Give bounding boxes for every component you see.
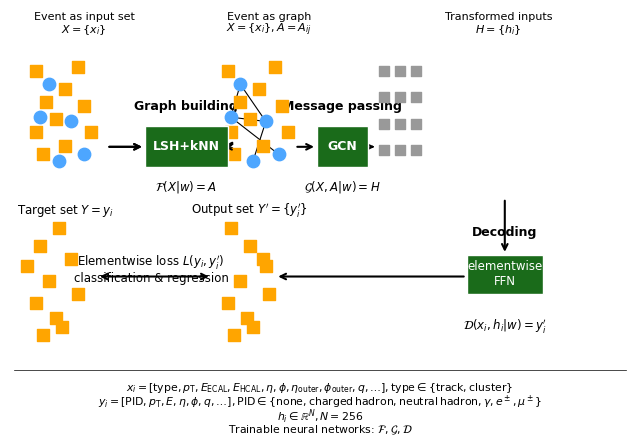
Point [67,256,77,263]
Point [60,85,70,92]
Text: Output set $Y' = \{y_i'\}$: Output set $Y' = \{y_i'\}$ [191,202,308,220]
Point [73,63,83,70]
Point [44,277,54,284]
Point [41,98,51,105]
Point [54,157,64,164]
Text: $y_i = [\mathrm{PID}, p_\mathrm{T}, E, \eta, \phi, q, \ldots], \mathrm{PID} \in : $y_i = [\mathrm{PID}, p_\mathrm{T}, E, \… [98,394,542,411]
Point [22,262,32,269]
Point [236,81,246,88]
Point [264,290,274,297]
Point [379,94,389,101]
Text: Message passing: Message passing [282,100,403,113]
Point [31,299,42,306]
Text: LSH+kNN: LSH+kNN [153,140,220,153]
Point [51,315,61,322]
Point [394,120,404,127]
Point [51,116,61,123]
Point [35,114,45,121]
Text: Elementwise loss $L(y_i, y_i')$: Elementwise loss $L(y_i, y_i')$ [77,254,225,272]
FancyBboxPatch shape [467,255,543,294]
Point [394,68,404,75]
Point [38,151,48,158]
Point [73,290,83,297]
Point [270,63,280,70]
Point [283,129,293,136]
Point [57,323,67,330]
Text: $\mathcal{G}(X, A|w) = H$: $\mathcal{G}(X, A|w) = H$ [304,179,381,195]
Point [244,242,255,249]
Text: Target set $Y = y_i$: Target set $Y = y_i$ [17,203,113,219]
Text: Event as input set: Event as input set [34,12,134,22]
Text: elementwise
FFN: elementwise FFN [467,260,543,288]
Point [394,147,404,154]
Point [60,142,70,149]
Point [229,332,239,339]
Point [273,151,284,158]
Text: Decoding: Decoding [472,226,538,239]
Point [248,157,258,164]
Text: $X = \{x_i\}, A = A_{ij}$: $X = \{x_i\}, A = A_{ij}$ [226,22,312,38]
Point [38,332,48,339]
Text: Graph building: Graph building [134,100,238,113]
Point [260,118,271,125]
Point [257,256,268,263]
Point [44,81,54,88]
Point [244,116,255,123]
Point [31,68,42,75]
Point [86,129,96,136]
Point [226,129,236,136]
Text: GCN: GCN [328,140,357,153]
Point [31,129,42,136]
Point [236,277,246,284]
Text: $x_i = [\mathrm{type}, p_\mathrm{T}, E_\mathrm{ECAL}, E_\mathrm{HCAL}, \eta, \ph: $x_i = [\mathrm{type}, p_\mathrm{T}, E_\… [127,381,513,395]
Point [79,103,90,110]
Text: $H = \{h_i\}$: $H = \{h_i\}$ [476,23,522,37]
Point [226,225,236,232]
Text: Trainable neural networks: $\mathcal{F}, \mathcal{G}, \mathcal{D}$: Trainable neural networks: $\mathcal{F},… [228,424,412,437]
Point [379,120,389,127]
Text: classification & regression: classification & regression [74,272,228,285]
Point [379,147,389,154]
Point [394,94,404,101]
Point [248,323,258,330]
Text: Transformed inputs: Transformed inputs [445,12,552,22]
Point [379,68,389,75]
Point [410,68,420,75]
Point [260,262,271,269]
Point [254,85,264,92]
Point [257,142,268,149]
Text: $h_i \in \mathbb{R}^N, N = 256$: $h_i \in \mathbb{R}^N, N = 256$ [277,407,363,426]
Point [79,151,90,158]
Point [54,225,64,232]
Point [241,315,252,322]
Point [223,68,233,75]
Point [223,299,233,306]
Point [276,103,287,110]
Text: Event as graph: Event as graph [227,12,311,22]
Point [236,98,246,105]
Point [410,147,420,154]
Point [229,151,239,158]
Point [226,114,236,121]
Point [67,118,77,125]
Point [410,94,420,101]
Point [410,120,420,127]
Point [35,242,45,249]
Text: $X = \{x_i\}$: $X = \{x_i\}$ [61,23,107,37]
Text: $\mathcal{F}(X|w) = A$: $\mathcal{F}(X|w) = A$ [155,179,217,195]
Text: $\mathcal{D}(x_i, h_i|w) = y_i'$: $\mathcal{D}(x_i, h_i|w) = y_i'$ [463,318,547,336]
FancyBboxPatch shape [145,126,228,167]
FancyBboxPatch shape [317,126,368,167]
